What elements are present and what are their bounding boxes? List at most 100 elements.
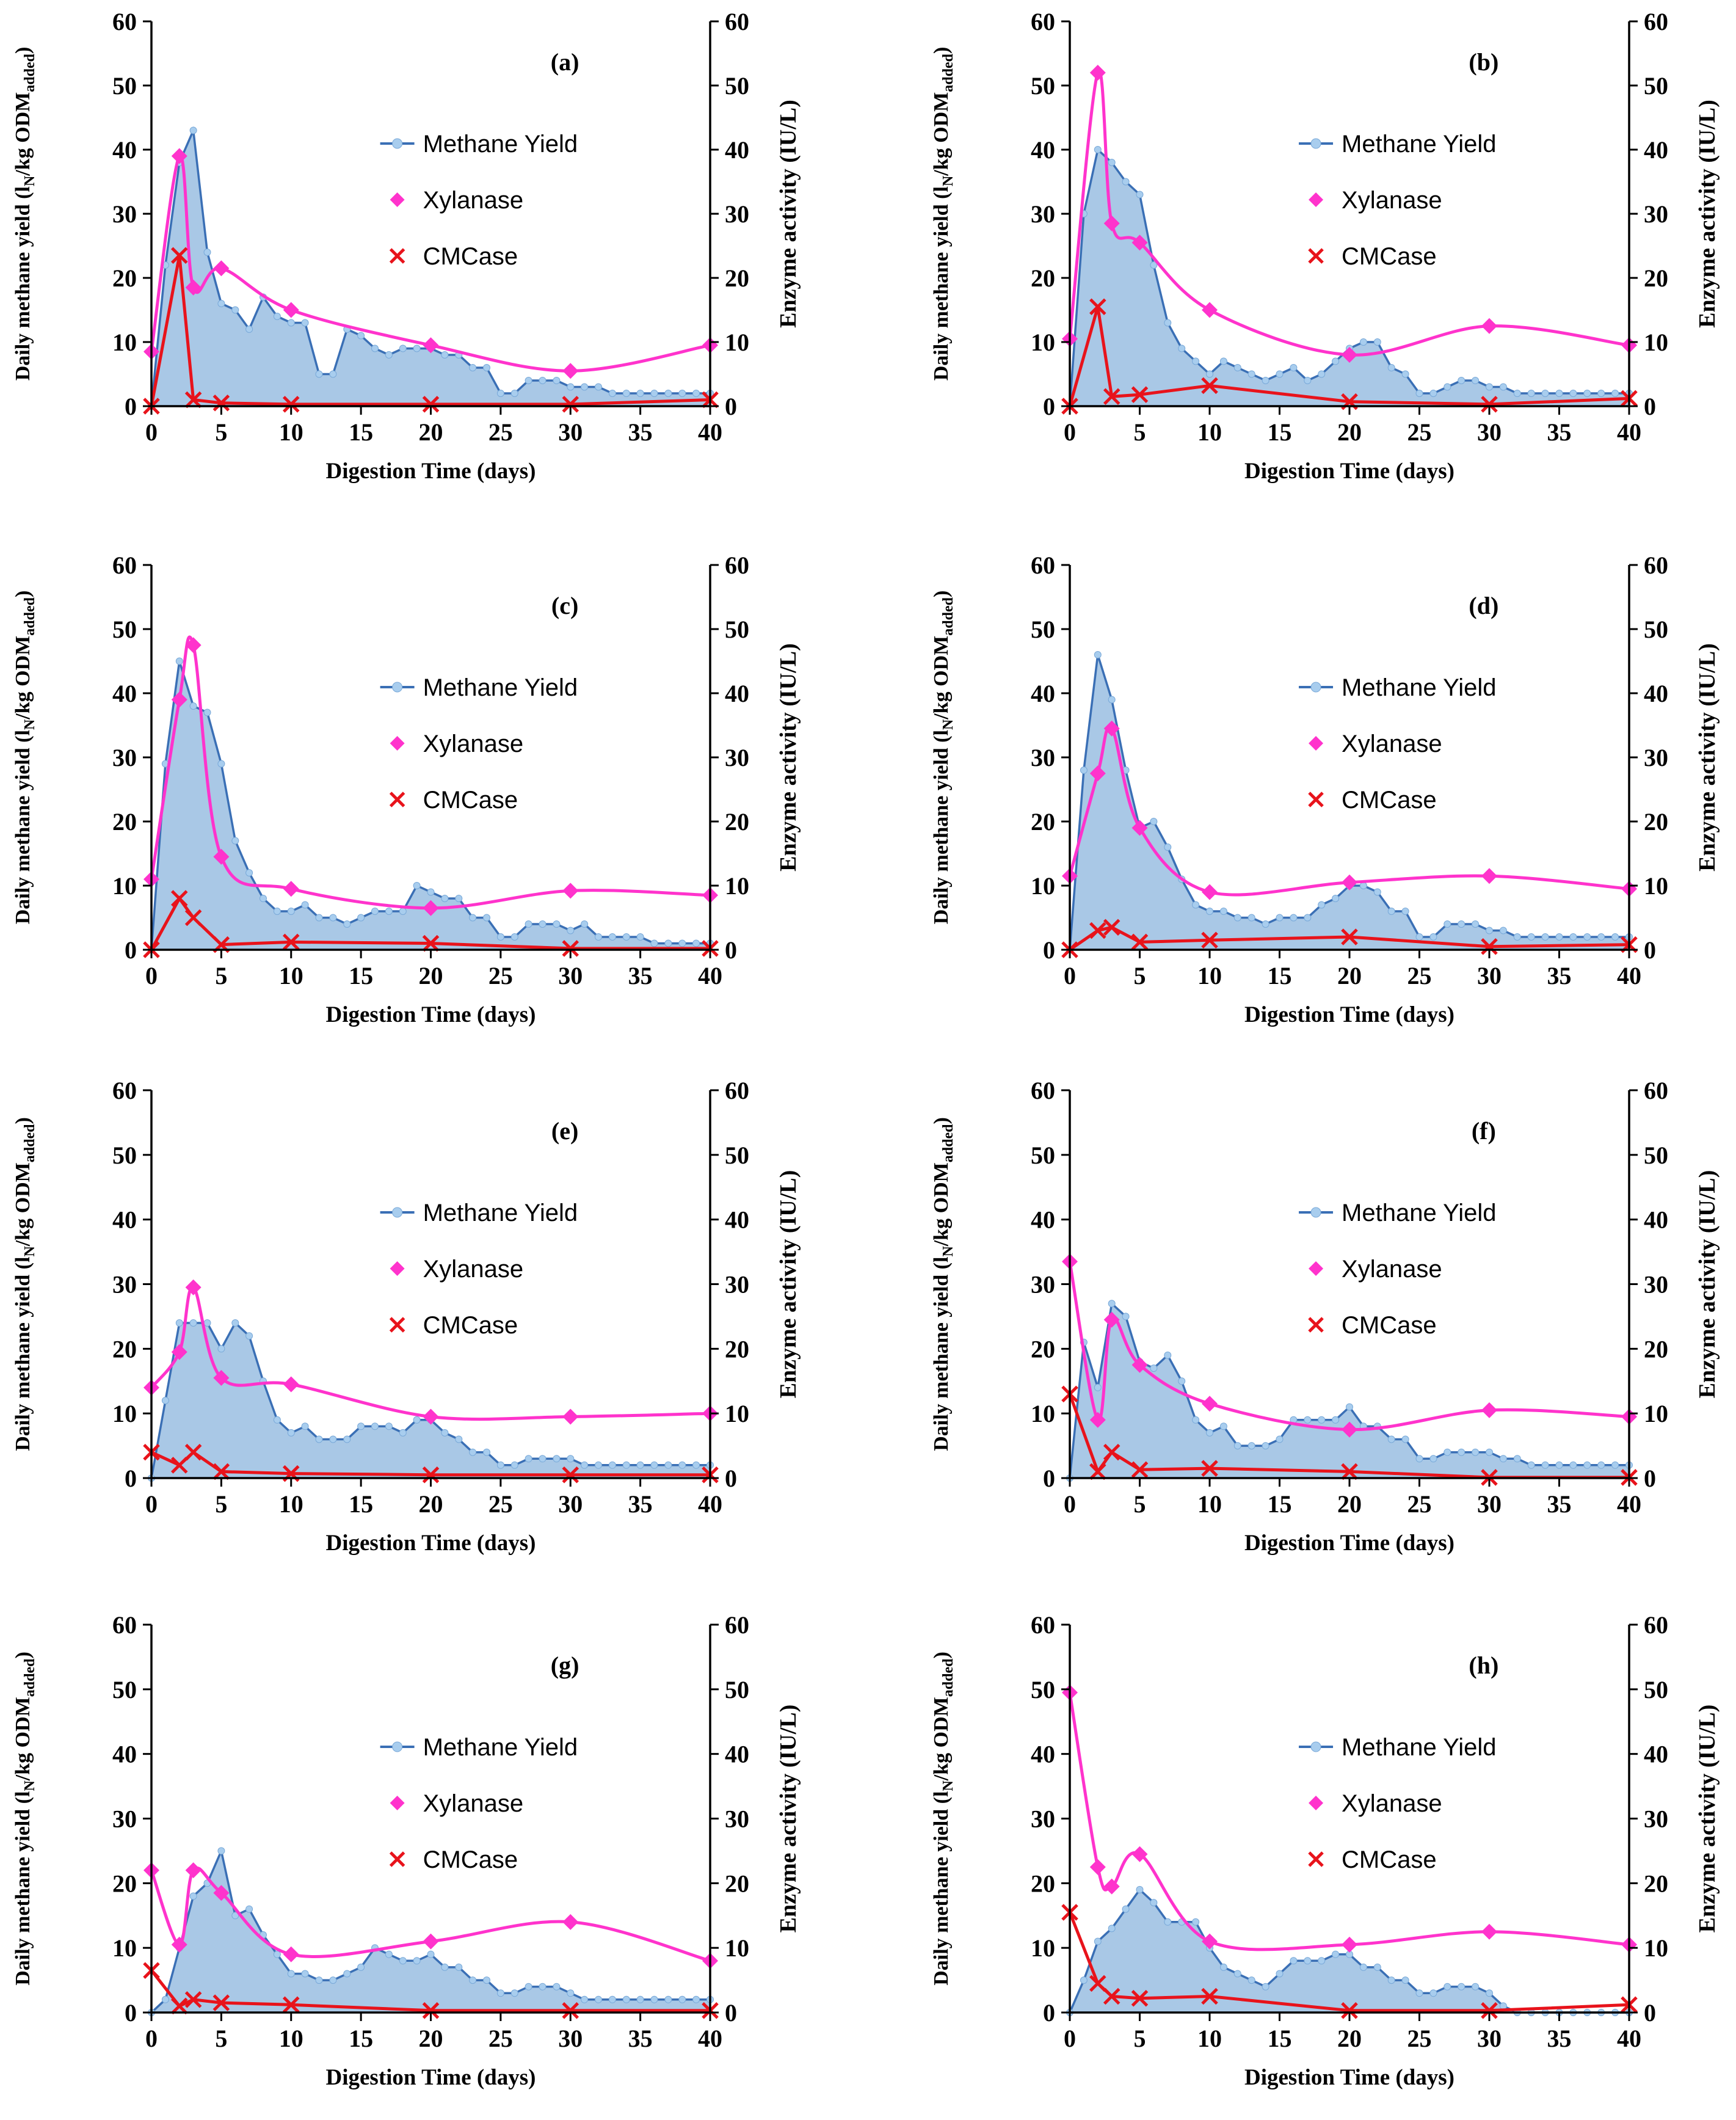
x-tick-label: 10 [1197, 418, 1222, 446]
cmcase-point [1201, 377, 1218, 395]
cmcase-point [1131, 933, 1149, 951]
methane-yield-point [1332, 895, 1340, 902]
methane-yield-point [385, 1422, 393, 1430]
x-tick-label: 30 [1477, 418, 1502, 446]
y-tick-label-right: 0 [1644, 936, 1656, 964]
legend-cmcase-label: CMCase [423, 243, 518, 270]
y-axis-label-left: Daily methane yield (lN/kg ODMadded) [930, 47, 956, 381]
cmcase-point [170, 1457, 188, 1474]
legend-cmcase-label: CMCase [1342, 787, 1437, 814]
methane-yield-point [357, 332, 365, 340]
cmcase-point [184, 1991, 202, 2008]
y-tick-label-right: 30 [1644, 1271, 1668, 1299]
methane-yield-point [385, 908, 393, 915]
cmcase-point [1201, 1987, 1218, 2005]
legend-xylanase-label: Xylanase [1342, 1790, 1442, 1817]
y-axis-label-left: Daily methane yield (lN/kg ODMadded) [12, 1652, 38, 1986]
methane-yield-point [161, 1995, 169, 2003]
methane-yield-point [622, 1995, 630, 2003]
methane-yield-point [553, 1983, 561, 1991]
methane-yield-point [1472, 1983, 1480, 1991]
methane-yield-point [203, 249, 211, 256]
methane-yield-point [608, 1461, 616, 1469]
legend-xylanase-label: Xylanase [1342, 187, 1442, 214]
methane-yield-point [1304, 1957, 1312, 1965]
methane-yield-point [692, 1461, 700, 1469]
methane-yield-point [525, 1455, 532, 1463]
y-tick-label-right: 40 [725, 680, 749, 707]
cmcase-point [422, 1466, 440, 1484]
y-tick-label-right: 50 [1644, 72, 1668, 100]
y-tick-label-left: 40 [1031, 680, 1055, 707]
y-tick-label-left: 30 [1031, 1271, 1055, 1299]
legend-cmcase-label: CMCase [1342, 243, 1437, 270]
methane-yield-point [441, 1429, 449, 1437]
methane-yield-point [1276, 1435, 1284, 1443]
cmcase-point [1089, 922, 1106, 939]
methane-yield-point [1541, 390, 1549, 397]
methane-yield-point [1304, 914, 1312, 922]
legend-cmcase-label: CMCase [423, 1312, 518, 1339]
methane-yield-point [1346, 1403, 1353, 1411]
methane-yield-point [203, 708, 211, 716]
methane-yield-point [343, 1435, 351, 1443]
xylanase-point [423, 1933, 439, 1950]
y-tick-label-right: 60 [1644, 1077, 1668, 1104]
y-axis-label-left: Daily methane yield (lN/kg ODMadded) [930, 1117, 956, 1451]
methane-yield-point [1569, 390, 1577, 397]
y-tick-label-left: 50 [1031, 1676, 1055, 1703]
methane-yield-point [287, 319, 295, 327]
methane-yield-point [567, 927, 575, 934]
x-axis-label: Digestion Time (days) [326, 459, 536, 484]
y-tick-label-right: 30 [1644, 744, 1668, 771]
cmcase-point [1089, 1975, 1106, 1992]
x-tick-label: 35 [628, 962, 653, 989]
x-tick-label: 40 [1617, 962, 1641, 989]
methane-yield-point [427, 888, 435, 896]
methane-yield-point [1569, 1461, 1577, 1469]
methane-yield-area [151, 1323, 710, 1478]
y-tick-label-left: 0 [1043, 936, 1055, 964]
methane-yield-point [1219, 1963, 1227, 1971]
methane-yield-point [1458, 377, 1465, 384]
methane-yield-point [1555, 933, 1563, 941]
methane-yield-point [664, 1461, 672, 1469]
xylanase-point [1342, 1936, 1357, 1953]
methane-yield-point [1486, 927, 1493, 934]
methane-yield-point [343, 1970, 351, 1978]
methane-yield-point [1248, 1976, 1255, 1984]
x-tick-label: 35 [628, 2025, 653, 2052]
methane-yield-point [1108, 696, 1116, 704]
xylanase-point [1202, 302, 1218, 318]
y-tick-label-right: 60 [1644, 1611, 1668, 1639]
panel-label: (b) [1469, 48, 1498, 76]
y-tick-label-right: 20 [725, 808, 749, 836]
y-tick-label-right: 0 [725, 1999, 737, 2027]
methane-yield-point [1597, 1461, 1605, 1469]
panel-label: (e) [551, 1117, 578, 1145]
y-tick-label-left: 30 [1031, 744, 1055, 771]
methane-yield-point [1332, 1416, 1340, 1424]
methane-yield-point [1080, 767, 1088, 774]
y-tick-label-right: 50 [725, 72, 749, 100]
y-tick-label-left: 10 [112, 1934, 137, 1962]
y-tick-label-left: 50 [1031, 616, 1055, 643]
methane-yield-point [1387, 908, 1395, 915]
methane-yield-point [581, 1995, 589, 2003]
legend-cmcase-marker [1308, 248, 1324, 264]
y-tick-label-right: 0 [1644, 1465, 1656, 1492]
methane-yield-area [1070, 655, 1629, 950]
x-tick-label: 20 [1337, 1490, 1362, 1518]
xylanase-point [283, 302, 299, 318]
xylanase-point [562, 363, 579, 379]
xylanase-point [283, 1946, 299, 1962]
xylanase-point [171, 148, 187, 164]
methane-yield-point [1359, 1963, 1367, 1971]
x-tick-label: 10 [1197, 962, 1222, 989]
methane-yield-point [357, 1963, 365, 1971]
cmcase-point [1341, 1463, 1358, 1481]
x-tick-label: 30 [558, 418, 583, 446]
x-tick-label: 10 [1197, 2025, 1222, 2052]
legend-xylanase-label: Xylanase [423, 730, 524, 757]
